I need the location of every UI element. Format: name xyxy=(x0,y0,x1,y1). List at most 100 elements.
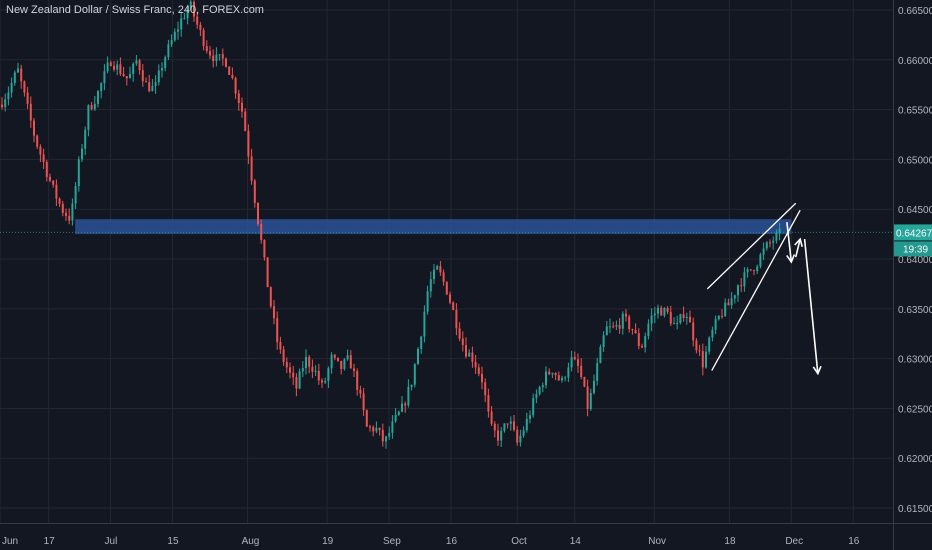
candle-body xyxy=(769,242,771,244)
candle-body xyxy=(113,65,115,70)
candle-body xyxy=(362,393,365,411)
resistance-zone xyxy=(75,219,792,235)
candle-body xyxy=(42,154,45,162)
candle-body xyxy=(490,411,493,424)
candle-body xyxy=(487,395,490,412)
candle-body xyxy=(660,307,663,316)
candle-body xyxy=(157,70,160,83)
time-tick-label: 14 xyxy=(570,536,582,547)
candle-body xyxy=(669,311,672,324)
candle-body xyxy=(173,31,176,41)
candle-body xyxy=(305,356,307,369)
candle-body xyxy=(151,86,154,92)
candle-body xyxy=(500,430,503,441)
candle-body xyxy=(148,82,151,92)
candle-body xyxy=(631,329,634,331)
candle-body xyxy=(349,355,352,369)
candle-body xyxy=(641,345,643,348)
candle-body xyxy=(129,74,131,79)
candle-body xyxy=(721,315,723,317)
candle-body xyxy=(260,223,263,240)
candle-body xyxy=(327,368,330,381)
candle-body xyxy=(433,269,435,280)
price-tick-label: 0.63500 xyxy=(898,305,932,316)
candle-body xyxy=(596,363,599,381)
candle-body xyxy=(743,272,746,287)
time-tick-label: Nov xyxy=(648,536,666,547)
candle-body xyxy=(599,347,602,364)
candle-body xyxy=(554,372,557,376)
candle-body xyxy=(561,377,563,381)
candle-body xyxy=(529,415,531,419)
candle-body xyxy=(301,368,304,372)
candle-body xyxy=(250,156,253,181)
candle-body xyxy=(717,315,720,320)
candle-body xyxy=(573,357,576,360)
candle-body xyxy=(519,435,522,443)
candle-body xyxy=(733,295,736,299)
forecast-arrow-head xyxy=(794,237,803,248)
candle-body xyxy=(285,361,288,368)
forecast-arrow xyxy=(803,239,819,374)
price-tick-label: 0.61500 xyxy=(898,504,932,515)
candle-body xyxy=(685,316,688,318)
candle-body xyxy=(36,135,39,147)
candle-body xyxy=(97,91,99,104)
candle-body xyxy=(589,392,592,410)
candle-body xyxy=(234,78,237,94)
candle-body xyxy=(170,40,173,45)
candle-body xyxy=(317,370,320,381)
candle-body xyxy=(87,105,90,130)
price-tick-label: 0.66000 xyxy=(898,56,932,67)
candle-body xyxy=(605,326,608,336)
candle-body xyxy=(253,180,256,203)
candle-body xyxy=(749,269,752,271)
price-tick-label: 0.64000 xyxy=(898,255,932,266)
candle-body xyxy=(621,313,624,329)
candle-body xyxy=(493,423,496,431)
candle-body xyxy=(673,323,675,325)
candle-body xyxy=(1,104,3,108)
candle-body xyxy=(708,337,711,352)
price-tick-label: 0.64500 xyxy=(898,205,932,216)
candle-body xyxy=(711,329,714,338)
candle-body xyxy=(477,367,480,374)
price-tick-label: 0.66500 xyxy=(898,6,932,17)
candle-body xyxy=(138,60,141,71)
candle-body xyxy=(583,376,586,387)
candle-body xyxy=(413,364,416,385)
candle-body xyxy=(365,410,368,427)
candle-body xyxy=(330,354,333,369)
candle-body xyxy=(468,352,471,357)
candle-body xyxy=(84,129,87,149)
candle-body xyxy=(324,380,327,383)
candle-body xyxy=(125,76,128,79)
candle-body xyxy=(452,302,455,310)
candle-body xyxy=(77,159,80,187)
candle-body xyxy=(17,68,19,73)
forecast-arrow-head xyxy=(786,254,796,264)
candle-body xyxy=(308,356,311,367)
candle-body xyxy=(205,46,208,52)
candle-body xyxy=(701,351,704,368)
candle-body xyxy=(740,285,743,287)
candle-body xyxy=(657,307,659,314)
candle-body xyxy=(340,360,343,369)
candle-body xyxy=(177,29,179,32)
candle-body xyxy=(100,83,103,92)
candle-body xyxy=(461,338,464,346)
candle-body xyxy=(282,349,285,362)
candle-body xyxy=(753,270,755,272)
candle-body xyxy=(218,54,221,56)
chart-title: New Zealand Dollar / Swiss Franc, 240, F… xyxy=(6,4,264,16)
candle-body xyxy=(199,24,202,31)
candle-body xyxy=(26,92,29,104)
candle-body xyxy=(49,176,51,181)
candle-body xyxy=(375,427,378,432)
candle-body xyxy=(241,102,243,112)
candle-body xyxy=(263,239,266,258)
candle-body xyxy=(10,82,13,93)
candle-body xyxy=(625,313,627,317)
